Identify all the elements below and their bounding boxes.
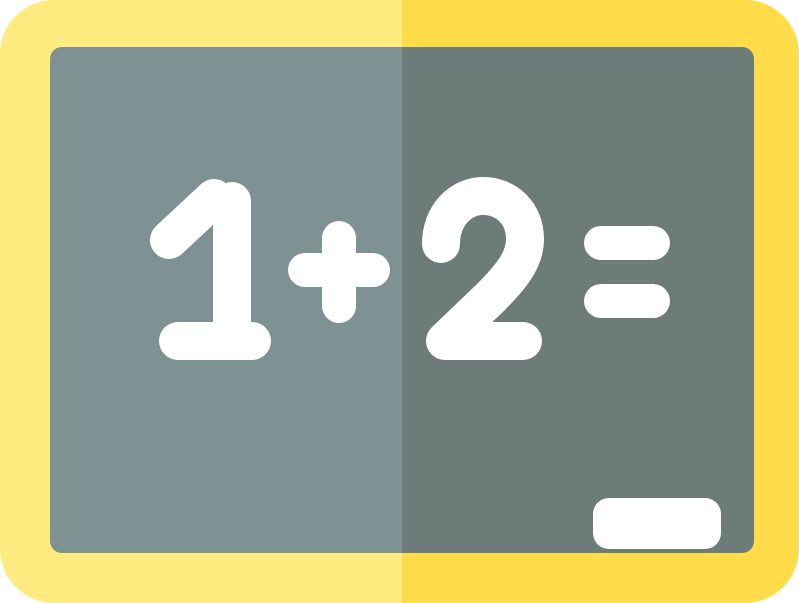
equals-sign-glyph <box>584 226 670 318</box>
digit-one-glyph <box>150 179 271 360</box>
plus-sign-glyph <box>288 221 390 323</box>
chalk-writing <box>150 177 670 360</box>
chalk-piece <box>593 498 721 549</box>
digit-two-glyph <box>422 177 544 360</box>
